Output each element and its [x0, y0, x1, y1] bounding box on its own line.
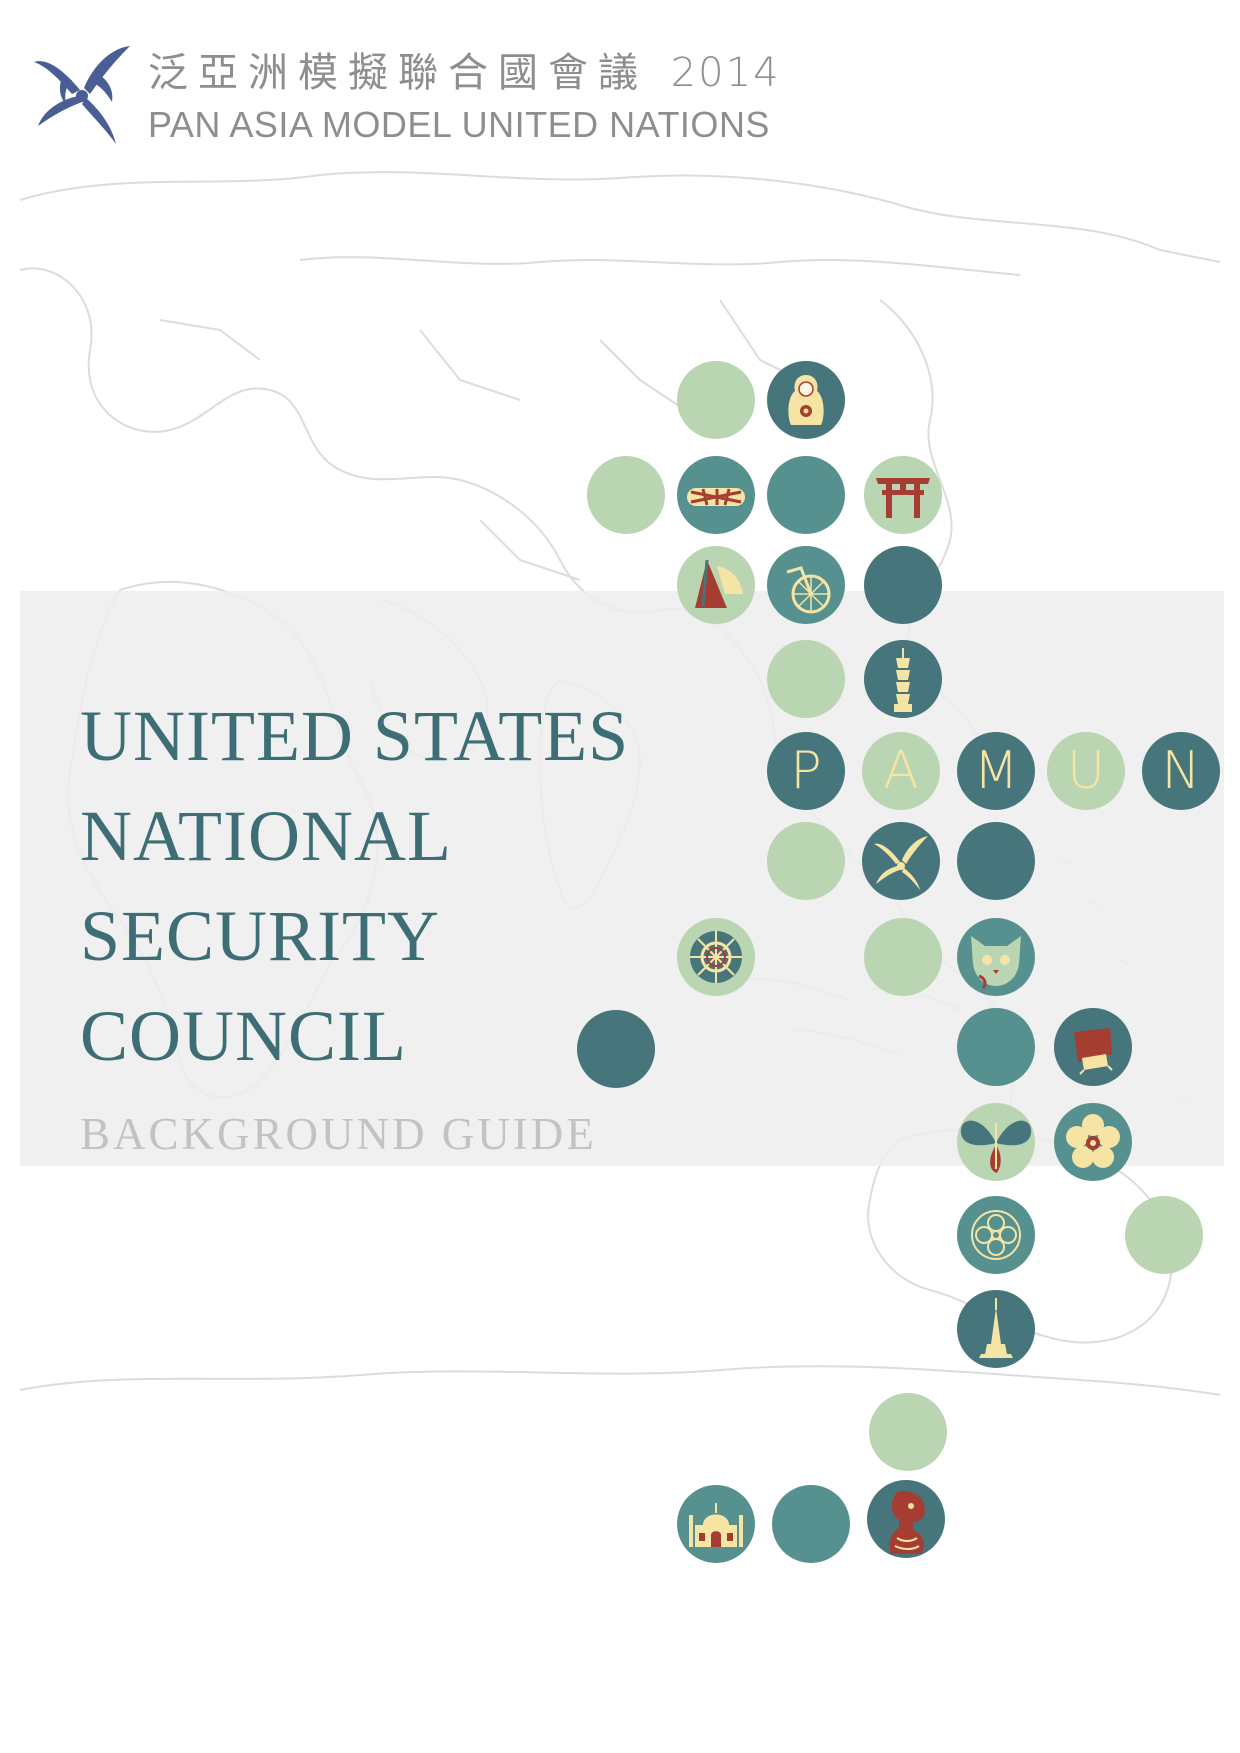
decorative-circle [767, 640, 845, 718]
wordmark-letter-u: U [1047, 732, 1125, 810]
decorative-circle [1125, 1196, 1203, 1274]
dharma-wheel-icon [677, 918, 755, 996]
header-title-english: PAN ASIA MODEL UNITED NATIONS [148, 104, 770, 145]
merlion-icon [867, 1480, 945, 1558]
committee-title: UNITED STATES NATIONAL SECURITY COUNCIL [80, 686, 629, 1086]
wordmark-letter-m: M [957, 732, 1035, 810]
committee-title-line: NATIONAL [80, 796, 452, 876]
matryoshka-doll-icon [767, 361, 845, 439]
decorative-circle [577, 1010, 655, 1088]
pamun-logo-icon [34, 46, 130, 144]
flower-icon [1054, 1103, 1132, 1181]
torii-gate-icon [864, 456, 942, 534]
decorative-circle [864, 546, 942, 624]
committee-title-line: COUNCIL [80, 996, 407, 1076]
committee-title-line: SECURITY [80, 896, 441, 976]
map-outline-antarctica [19, 1365, 1221, 1396]
decorative-circle [767, 822, 845, 900]
committee-title-line: UNITED STATES [80, 696, 630, 776]
decorative-circle [587, 456, 665, 534]
decorative-circle [957, 1008, 1035, 1086]
cat-icon [957, 918, 1035, 996]
decorative-circle [772, 1485, 850, 1563]
background-guide-subtitle: BACKGROUND GUIDE [80, 1109, 597, 1159]
taj-mahal-icon [677, 1485, 755, 1563]
butterfly-icon [957, 1103, 1035, 1181]
wordmark-letter-n: N [1142, 732, 1220, 810]
header-cjk-text: 泛亞洲模擬聯合國會議 [148, 50, 648, 96]
wordmark-letter-p: P [767, 732, 845, 810]
header-title-chinese: 泛亞洲模擬聯合國會議 2014 [148, 40, 781, 98]
taipei-101-tower-icon [864, 640, 942, 718]
pastry-icon [677, 456, 755, 534]
header-year: 2014 [670, 50, 781, 96]
decorative-circle [677, 361, 755, 439]
decorative-circle [957, 822, 1035, 900]
map-outline-inland-borders [159, 299, 821, 581]
pamun-logo-icon [862, 822, 940, 900]
decorative-circle [767, 456, 845, 534]
decorative-circle [864, 918, 942, 996]
map-outline-europe [19, 267, 661, 614]
decorative-circle [869, 1393, 947, 1471]
bicycle-icon [767, 546, 845, 624]
ornament-pattern-icon [957, 1196, 1035, 1274]
wordmark-letter-a: A [862, 732, 940, 810]
national-costume-icon [677, 546, 755, 624]
lantern-icon [1054, 1008, 1132, 1086]
map-outline-arctic-coast [19, 171, 1221, 263]
pagoda-spire-icon [957, 1290, 1035, 1368]
map-outline-siberia [299, 256, 1021, 276]
